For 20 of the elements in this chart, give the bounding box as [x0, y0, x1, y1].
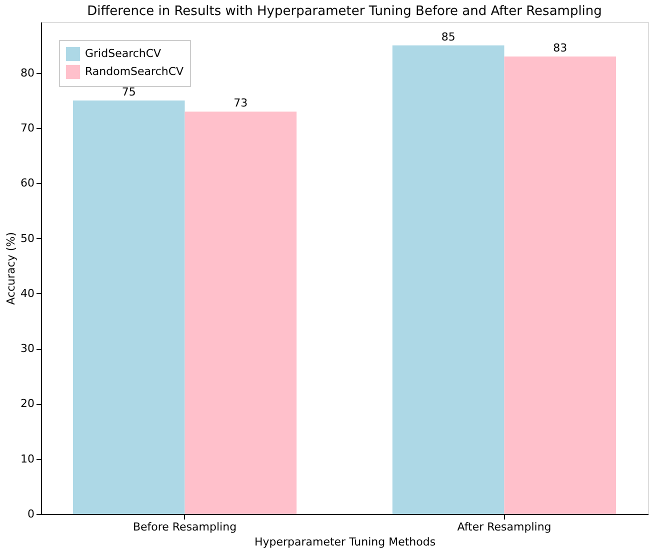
legend-label: RandomSearchCV: [85, 65, 184, 78]
y-tick-label: 60: [20, 176, 34, 190]
data-label: 83: [553, 41, 568, 54]
data-label: 85: [441, 30, 456, 44]
legend-label: GridSearchCV: [85, 47, 162, 60]
x-tick-label: Before Resampling: [132, 520, 237, 534]
y-tick-label: 50: [20, 232, 34, 245]
y-tick-label: 20: [20, 397, 34, 410]
y-tick-label: 40: [20, 286, 34, 300]
y-tick-label: 0: [28, 508, 34, 520]
chart-title: Difference in Results with Hyperparameter Tuning Before and After Resampling: [87, 4, 602, 19]
y-axis-title: Accuracy (%): [4, 232, 18, 305]
data-label: 73: [234, 96, 248, 110]
y-tick-label: 10: [20, 452, 34, 466]
y-tick-label: 70: [20, 122, 34, 135]
data-label: 75: [122, 86, 136, 99]
x-tick-label: After Resampling: [457, 520, 552, 534]
x-axis-title: Hyperparameter Tuning Methods: [254, 536, 436, 548]
y-tick-label: 30: [20, 342, 34, 356]
y-tick-label: 80: [20, 66, 34, 80]
